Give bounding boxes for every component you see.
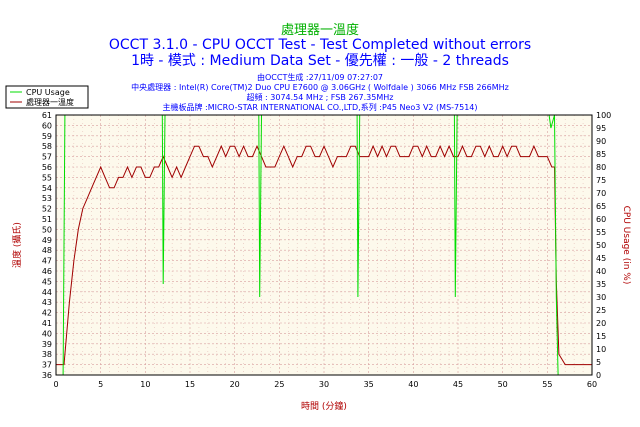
x-tick-label: 25 — [274, 380, 284, 389]
y-right-tick-label: 25 — [596, 306, 606, 315]
y-right-tick-label: 50 — [596, 241, 606, 250]
info-motherboard: 主機板品牌 :MICRO-STAR INTERNATIONAL CO.,LTD,… — [162, 102, 477, 112]
x-tick-label: 50 — [498, 380, 508, 389]
y-right-tick-label: 5 — [596, 358, 601, 367]
y-left-tick-label: 60 — [42, 121, 52, 130]
legend: CPU Usage 處理器一溫度 — [5, 85, 89, 109]
y-right-tick-label: 95 — [596, 124, 606, 133]
y-right-tick-label: 100 — [596, 111, 611, 120]
y-left-tick-label: 46 — [42, 267, 52, 276]
x-axis-label: 時間 (分鐘) — [301, 400, 347, 412]
y-left-tick-label: 36 — [42, 371, 52, 380]
y-left-tick-label: 39 — [42, 340, 52, 349]
y-left-tick-label: 37 — [42, 361, 52, 370]
x-tick-label: 20 — [230, 380, 240, 389]
x-axis-ticks: 0 5 10 15 20 25 30 35 40 45 50 55 60 — [53, 380, 597, 389]
y-right-tick-label: 80 — [596, 163, 606, 172]
y-right-tick-label: 70 — [596, 189, 606, 198]
y-left-tick-label: 57 — [42, 153, 52, 162]
series-line-temperature — [56, 144, 592, 366]
x-tick-label: 60 — [587, 380, 597, 389]
y-right-tick-label: 60 — [596, 215, 606, 224]
y-left-axis-label: 溫度 (攝氏) — [11, 222, 23, 268]
x-tick-label: 55 — [542, 380, 552, 389]
y-left-tick-label: 43 — [42, 298, 52, 307]
y-left-tick-label: 49 — [42, 236, 52, 245]
x-tick-label: 15 — [185, 380, 195, 389]
y-left-tick-label: 58 — [42, 142, 52, 151]
y-right-tick-label: 85 — [596, 150, 606, 159]
y-left-tick-label: 50 — [42, 225, 52, 234]
series-line-cpu-usage — [56, 114, 592, 376]
x-tick-label: 40 — [408, 380, 418, 389]
y-right-tick-label: 45 — [596, 254, 606, 263]
legend-label-temperature: 處理器一溫度 — [26, 97, 74, 107]
y-left-tick-label: 52 — [42, 205, 52, 214]
info-generated: 由OCCT生成 :27/11/09 07:27:07 — [257, 72, 383, 82]
y-right-tick-label: 65 — [596, 202, 606, 211]
y-right-axis-label: CPU Usage (in %) — [621, 206, 631, 285]
y-right-tick-label: 75 — [596, 176, 606, 185]
x-tick-label: 5 — [98, 380, 103, 389]
y-right-tick-label: 35 — [596, 280, 606, 289]
y-left-tick-label: 53 — [42, 194, 52, 203]
right-axis-ticks: 0 5 10 15 20 25 30 35 40 45 50 55 60 65 70 75 80 85 90 95 10… — [596, 111, 611, 380]
y-left-tick-label: 47 — [42, 257, 52, 266]
chart-title: 處理器一溫度 — [281, 22, 359, 38]
y-left-tick-label: 61 — [42, 111, 52, 120]
y-left-tick-label: 48 — [42, 246, 52, 255]
info-overclock: 超頻 : 3074.54 MHz ; FSB 267.35MHz — [247, 92, 394, 102]
y-left-tick-label: 56 — [42, 163, 52, 172]
grid-lines — [55, 114, 593, 376]
legend-box — [5, 85, 89, 109]
y-right-tick-label: 55 — [596, 228, 606, 237]
y-right-tick-label: 20 — [596, 319, 606, 328]
y-left-tick-label: 44 — [42, 288, 52, 297]
x-tick-label: 45 — [453, 380, 463, 389]
x-tick-label: 30 — [319, 380, 329, 389]
y-left-tick-label: 59 — [42, 132, 52, 141]
series-layer — [56, 114, 592, 376]
y-right-tick-label: 30 — [596, 293, 606, 302]
legend-label-cpu-usage: CPU Usage — [26, 88, 70, 97]
chart-mode-line: 1時 - 模式 : Medium Data Set - 優先權 : 一般 - 2… — [131, 53, 509, 69]
y-right-tick-label: 0 — [596, 371, 601, 380]
y-left-tick-label: 45 — [42, 277, 52, 286]
y-right-tick-label: 40 — [596, 267, 606, 276]
y-left-tick-label: 40 — [42, 329, 52, 338]
chart-subtitle: OCCT 3.1.0 - CPU OCCT Test - Test Comple… — [109, 37, 531, 53]
y-left-tick-label: 51 — [42, 215, 52, 224]
x-tick-label: 35 — [364, 380, 374, 389]
info-cpu: 中央處理器 : Intel(R) Core(TM)2 Duo CPU E7600… — [131, 82, 509, 92]
y-left-tick-label: 55 — [42, 173, 52, 182]
y-left-tick-label: 38 — [42, 350, 52, 359]
x-tick-label: 10 — [140, 380, 150, 389]
y-left-tick-label: 41 — [42, 319, 52, 328]
plot-frame — [55, 114, 593, 376]
y-left-tick-label: 54 — [42, 184, 52, 193]
y-right-tick-label: 90 — [596, 137, 606, 146]
y-right-tick-label: 15 — [596, 332, 606, 341]
y-right-tick-label: 10 — [596, 345, 606, 354]
x-tick-label: 0 — [53, 380, 58, 389]
y-left-tick-label: 42 — [42, 309, 52, 318]
